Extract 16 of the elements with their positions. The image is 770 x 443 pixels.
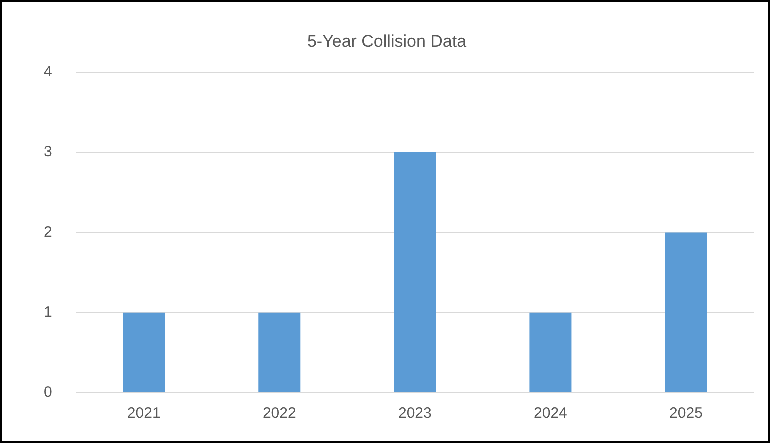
y-tick-label: 0 [44, 384, 52, 402]
y-tick-label: 2 [44, 224, 52, 241]
bar [665, 232, 708, 392]
x-tick-label: 2025 [670, 405, 703, 422]
chart-title: 5-Year Collision Data [307, 32, 468, 51]
x-tick-label: 2022 [262, 405, 296, 422]
bar [530, 312, 572, 392]
y-tick-label: 3 [44, 144, 52, 161]
x-tick-label: 2023 [398, 405, 432, 422]
y-tick-label: 4 [44, 64, 52, 81]
x-tick-label: 2021 [127, 405, 161, 422]
bar [123, 312, 166, 392]
bar [258, 312, 301, 392]
bar [394, 152, 436, 392]
y-tick-label: 1 [44, 304, 52, 321]
x-tick-label: 2024 [534, 405, 568, 422]
